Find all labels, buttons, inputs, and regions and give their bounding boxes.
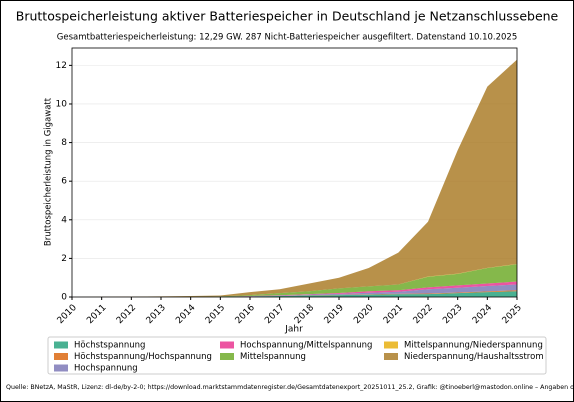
y-tick-label: 2: [61, 254, 67, 264]
y-tick-label: 8: [61, 138, 67, 148]
y-axis-label: Bruttospeicherleistung in Gigawatt: [44, 97, 54, 246]
area: [72, 284, 517, 297]
legend-swatch: [220, 353, 234, 360]
legend-label: Hochspannung/Mittelspannung: [240, 341, 372, 351]
legend-box: [47, 336, 547, 375]
legend-label: Mittelspannung: [240, 352, 306, 362]
legend-label: Höchstspannung/Hochspannung: [74, 352, 212, 362]
legend-label: Höchstspannung: [74, 341, 145, 351]
legend-swatch: [384, 353, 398, 360]
legend-swatch: [220, 341, 234, 349]
chart-title: Bruttospeicherleistung aktiver Batteries…: [16, 9, 559, 24]
legend-swatch: [54, 353, 68, 360]
chart-subtitle: Gesamtbatteriespeicherleistung: 12,29 GW…: [57, 33, 517, 43]
source: Quelle: BNetzA, MaStR, Lizenz: dl-de/by-…: [6, 383, 574, 391]
legend-swatch: [384, 341, 398, 349]
y-tick-label: 4: [61, 215, 67, 225]
legend-swatch: [54, 341, 68, 349]
x-axis-label: Jahr: [284, 325, 303, 335]
area: [72, 291, 517, 297]
area: [72, 281, 517, 297]
legend-swatch: [54, 364, 68, 372]
y-tick-label: 6: [61, 177, 67, 187]
legend-label: Hochspannung: [74, 364, 138, 374]
area: [72, 264, 517, 297]
plot-frame: [71, 47, 518, 298]
legend-label: Niederspannung/Haushaltsstrom: [404, 352, 544, 362]
y-tick-label: 0: [61, 293, 67, 303]
y-tick-label: 10: [56, 99, 68, 109]
y-tick-label: 12: [56, 61, 67, 71]
legend-label: Mittelspannung/Niederspannung: [404, 341, 543, 351]
